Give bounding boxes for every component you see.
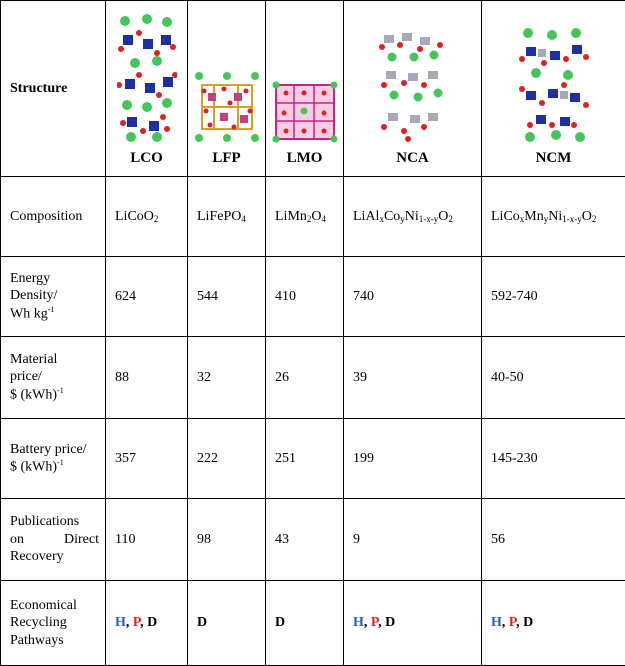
material-price-nca: 39 (344, 337, 482, 419)
pathway-hydrometallurgy-lco: H (115, 615, 126, 630)
lmo-structure-cell: LMO (266, 1, 344, 177)
energy-density-lmo: 410 (266, 257, 344, 337)
publications-ncm: 56 (482, 499, 625, 581)
nca-structure-cell: NCA (344, 1, 482, 177)
pathways-nca: H, P, D (344, 581, 482, 666)
pathway-hydrometallurgy-ncm: H (491, 615, 502, 630)
pathway-direct-lfp: D (197, 615, 207, 630)
composition-row: Composition LiCoO2 LiFePO4 LiMn2O4 LiAlx… (1, 177, 625, 257)
publications-nca: 9 (344, 499, 482, 581)
composition-nca: LiAlxCoyNi1-x-yO2 (344, 177, 482, 257)
composition-lmo: LiMn2O4 (266, 177, 344, 257)
publications-lco: 110 (106, 499, 188, 581)
pathway-direct-lco: D (147, 615, 157, 630)
pathways-row: Economical Recycling Pathways H, P, D D … (1, 581, 625, 666)
energy-density-nca: 740 (344, 257, 482, 337)
energy-density-label: Energy Density/ Wh kg-1 (1, 257, 106, 337)
pathways-lfp: D (188, 581, 266, 666)
lfp-structure-cell: LFP (188, 1, 266, 177)
composition-label: Composition (1, 177, 106, 257)
ncm-structure-cell: NCM (482, 1, 625, 177)
publications-row: Publications on Direct Recovery 110 98 4… (1, 499, 625, 581)
energy-density-lfp: 544 (188, 257, 266, 337)
composition-lco: LiCoO2 (106, 177, 188, 257)
nca-crystal-structure-image (378, 27, 448, 143)
pathways-ncm: H, P, D (482, 581, 625, 666)
material-price-label: Material price/ $ (kWh)-1 (1, 337, 106, 419)
pathway-hydrometallurgy-nca: H (353, 615, 364, 630)
energy-density-ncm: 592-740 (482, 257, 625, 337)
energy-density-row: Energy Density/ Wh kg-1 624 544 410 740 … (1, 257, 625, 337)
composition-ncm: LiCoxMnyNi1-x-yO2 (482, 177, 625, 257)
structure-row-label: Structure (1, 1, 106, 177)
battery-price-ncm: 145-230 (482, 419, 625, 499)
battery-price-lmo: 251 (266, 419, 344, 499)
material-name-lfp: LFP (212, 150, 240, 166)
material-price-lfp: 32 (188, 337, 266, 419)
publications-lmo: 43 (266, 499, 344, 581)
lco-structure-cell: LCO (106, 1, 188, 177)
battery-price-nca: 199 (344, 419, 482, 499)
lfp-crystal-structure-image (194, 71, 260, 143)
material-name-nca: NCA (396, 150, 429, 166)
battery-price-label: Battery price/ $ (kWh)-1 (1, 419, 106, 499)
ncm-crystal-structure-image (518, 27, 590, 143)
battery-price-lco: 357 (106, 419, 188, 499)
publications-lfp: 98 (188, 499, 266, 581)
battery-price-lfp: 222 (188, 419, 266, 499)
pathways-lco: H, P, D (106, 581, 188, 666)
lmo-crystal-structure-image (272, 81, 338, 143)
energy-density-lco: 624 (106, 257, 188, 337)
pathways-label: Economical Recycling Pathways (1, 581, 106, 666)
material-price-lmo: 26 (266, 337, 344, 419)
pathway-direct-ncm: D (523, 615, 533, 630)
pathway-direct-lmo: D (275, 615, 285, 630)
material-name-lco: LCO (130, 150, 163, 166)
pathways-lmo: D (266, 581, 344, 666)
lco-crystal-structure-image (117, 13, 177, 143)
battery-price-row: Battery price/ $ (kWh)-1 357 222 251 199… (1, 419, 625, 499)
material-price-row: Material price/ $ (kWh)-1 88 32 26 39 40… (1, 337, 625, 419)
material-price-lco: 88 (106, 337, 188, 419)
publications-label: Publications on Direct Recovery (1, 499, 106, 581)
composition-lfp: LiFePO4 (188, 177, 266, 257)
material-name-lmo: LMO (287, 150, 323, 166)
material-name-ncm: NCM (536, 150, 572, 166)
pathway-direct-nca: D (385, 615, 395, 630)
structure-row: Structure LCO LFP (1, 1, 625, 177)
material-price-ncm: 40-50 (482, 337, 625, 419)
